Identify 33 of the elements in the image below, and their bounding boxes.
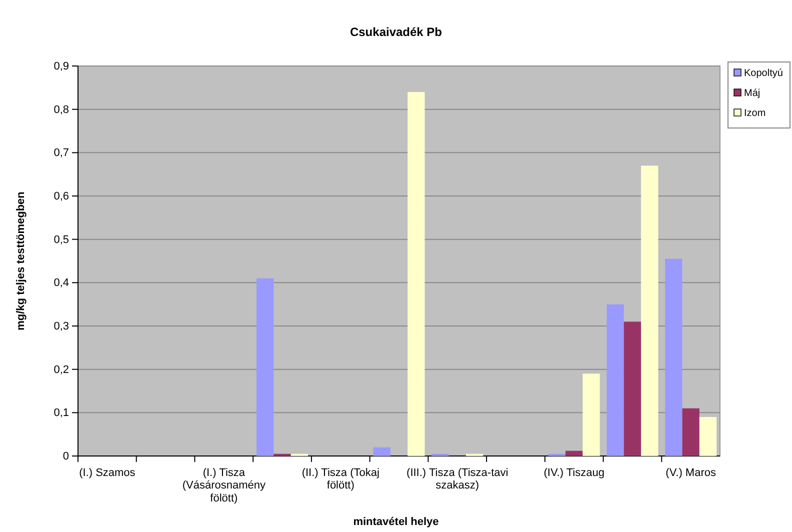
- y-tick-label: 0,8: [54, 104, 69, 116]
- x-tick-label: (III.) Tisza (Tisza-tavi szakasz): [406, 467, 508, 492]
- bar: [582, 374, 600, 456]
- x-tick-label: (IV.) Tiszaug: [544, 467, 604, 479]
- bar: [373, 447, 390, 456]
- legend-label: Máj: [744, 88, 760, 99]
- bar: [624, 322, 642, 456]
- y-tick-label: 0,6: [54, 190, 69, 203]
- bar: [699, 417, 717, 456]
- y-tick-label: 0,2: [54, 364, 69, 376]
- bar: [566, 450, 583, 456]
- x-tick-label: (II.) Tisza (Tokaj fölött): [302, 467, 380, 492]
- bar: [665, 258, 682, 456]
- y-tick-label: 0,3: [54, 320, 69, 333]
- y-tick-label: 0: [62, 450, 69, 463]
- x-axis-title: mintavétel helye: [353, 516, 439, 528]
- legend-label: Izom: [744, 108, 766, 119]
- bar: [641, 166, 658, 456]
- legend-label: Kopoltyú: [744, 68, 783, 79]
- bar: [682, 408, 700, 456]
- bar: [408, 92, 425, 456]
- chart-title: Csukaivadék Pb: [350, 25, 442, 39]
- x-tick-label: (I.) Tisza (Vásárosnamény fölött): [182, 467, 266, 504]
- x-tick-label: (V.) Maros: [666, 467, 716, 479]
- y-tick-label: 0,9: [54, 60, 69, 73]
- y-tick-label: 0,4: [54, 277, 69, 290]
- y-tick-label: 0,7: [54, 147, 69, 160]
- y-tick-label: 0,5: [54, 234, 69, 246]
- x-tick-label: (I.) Szamos: [79, 467, 136, 479]
- bar: [256, 278, 274, 456]
- y-axis-title: mg/kg teljes testtömegben: [15, 191, 27, 330]
- y-tick-label: 0,1: [54, 407, 69, 420]
- bar: [606, 304, 624, 456]
